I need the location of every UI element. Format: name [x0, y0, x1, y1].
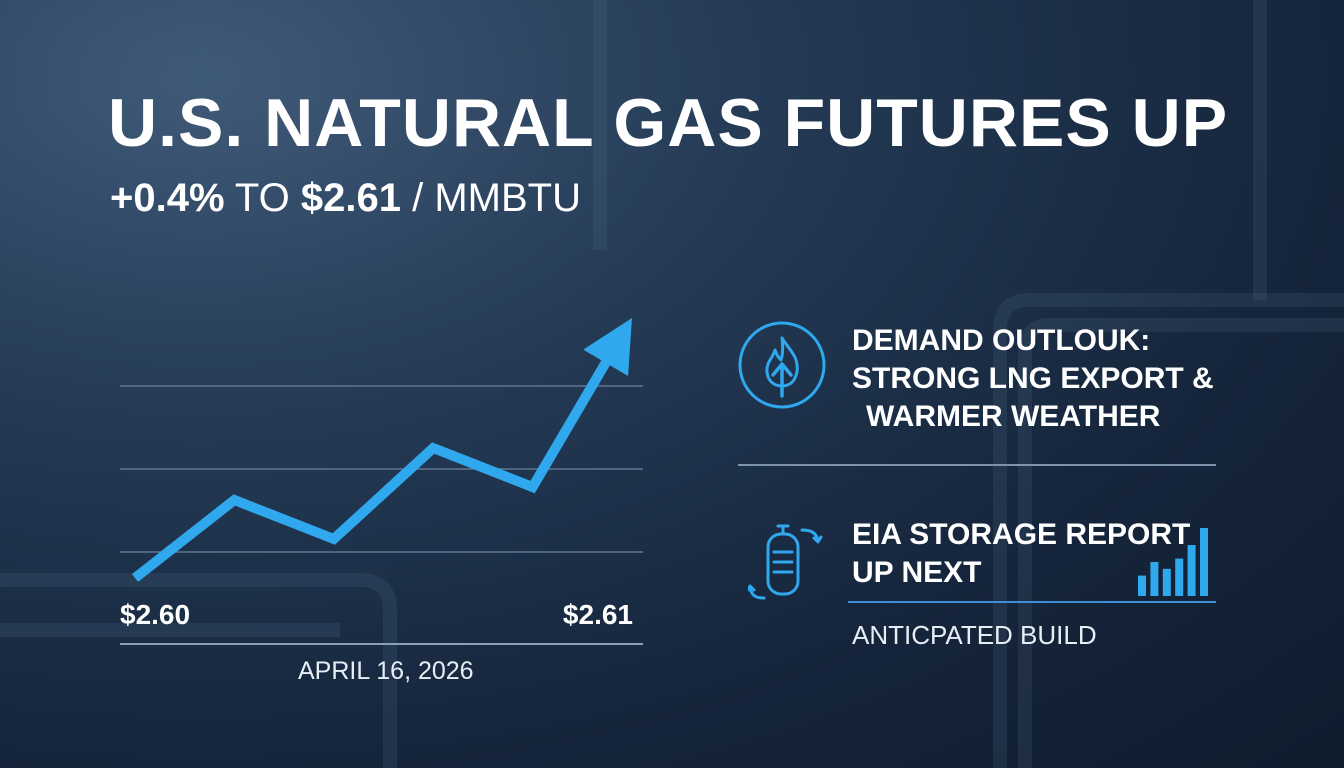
price-series-line — [131, 356, 612, 582]
headline-title: U.S. NATURAL GAS FUTURES UP — [108, 85, 1229, 161]
chart-marks — [131, 318, 632, 582]
storage-note: ANTICPATED BUILD — [852, 620, 1097, 650]
bar-level — [1138, 575, 1146, 596]
bar-level — [1200, 528, 1208, 596]
subtitle-change: +0.4% — [110, 176, 225, 220]
headline-subtitle: +0.4% TO $2.61 / MMBTU — [110, 176, 581, 221]
chart-date: APRIL 16, 2026 — [298, 657, 474, 685]
end-price-label: $2.61 — [563, 599, 633, 630]
demand-line-1: DEMAND OUTLOUK: — [852, 324, 1151, 357]
bar-level-icon — [1138, 528, 1208, 596]
storage-tank-cycle-icon — [748, 524, 823, 600]
section-divider — [738, 464, 1216, 466]
storage-report: EIA STORAGE REPORT UP NEXT — [852, 516, 1190, 592]
subtitle-unit: / MMBTU — [412, 176, 581, 220]
bar-level — [1175, 558, 1184, 596]
demand-line-3: WARMER WEATHER — [866, 400, 1161, 433]
bar-level — [1187, 545, 1196, 596]
storage-line-1: EIA STORAGE REPORT — [852, 518, 1191, 551]
trend-arrow-head — [583, 318, 632, 377]
demand-outlook: DEMAND OUTLOUK: STRONG LNG EXPORT & WARM… — [852, 322, 1214, 436]
subtitle-price: $2.61 — [300, 176, 401, 220]
chart-grid — [120, 385, 643, 645]
flame-up-arrow-icon — [738, 321, 826, 409]
storage-line-2: UP NEXT — [852, 556, 982, 589]
storage-divider — [848, 601, 1216, 603]
demand-line-2: STRONG LNG EXPORT & — [852, 362, 1214, 395]
subtitle-to: TO — [234, 176, 290, 220]
bar-level — [1150, 562, 1159, 596]
bar-level — [1162, 568, 1171, 596]
start-price-label: $2.60 — [120, 599, 190, 630]
